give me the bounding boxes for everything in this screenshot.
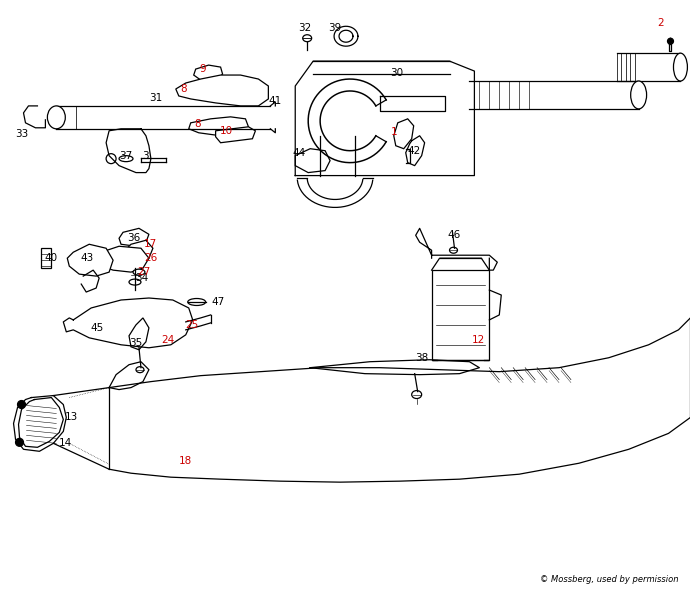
Text: 37: 37 [119,151,132,161]
Text: 18: 18 [179,456,192,466]
Text: 42: 42 [408,146,421,155]
Ellipse shape [133,269,145,275]
Ellipse shape [673,53,687,81]
Ellipse shape [47,106,65,129]
Text: 27: 27 [137,267,150,277]
Text: 43: 43 [80,253,93,263]
Polygon shape [123,240,153,264]
Text: 38: 38 [415,353,428,363]
Text: 9: 9 [200,64,206,74]
Ellipse shape [450,247,457,253]
Text: 8: 8 [194,119,201,129]
Polygon shape [67,244,113,276]
Text: 35: 35 [129,338,143,348]
Text: 8: 8 [180,84,186,94]
Ellipse shape [119,155,133,161]
Text: 2: 2 [657,18,664,28]
Text: 30: 30 [390,68,403,78]
Text: 13: 13 [65,412,79,422]
Circle shape [17,401,26,409]
Polygon shape [394,119,414,149]
Bar [42,248,51,268]
Polygon shape [119,229,149,246]
Text: 14: 14 [58,439,71,448]
Text: 1: 1 [391,127,397,137]
Circle shape [668,38,673,44]
Polygon shape [176,75,268,106]
Ellipse shape [136,367,144,373]
Text: 41: 41 [268,96,282,106]
Text: 36: 36 [127,233,140,243]
Text: 47: 47 [212,297,225,307]
Polygon shape [216,127,255,143]
Polygon shape [432,270,489,360]
Circle shape [15,439,24,446]
Text: 32: 32 [298,23,311,33]
Text: 44: 44 [292,148,305,158]
Text: 12: 12 [471,335,484,345]
Text: 25: 25 [185,320,199,330]
Polygon shape [129,318,149,350]
Text: 3: 3 [142,151,149,161]
Polygon shape [189,117,248,136]
Ellipse shape [302,35,311,42]
Ellipse shape [412,391,421,398]
Polygon shape [295,149,330,173]
Ellipse shape [188,299,206,305]
Text: 40: 40 [44,253,57,263]
Circle shape [106,154,116,164]
Polygon shape [194,65,223,81]
Text: 10: 10 [219,126,233,136]
Polygon shape [93,246,149,272]
Text: 17: 17 [144,239,157,249]
Text: 39: 39 [328,23,341,33]
Text: 26: 26 [144,253,157,263]
Text: 34: 34 [135,273,148,283]
Text: 45: 45 [90,323,103,333]
Text: 24: 24 [161,335,174,345]
Text: 46: 46 [448,230,461,241]
Ellipse shape [129,279,141,285]
Ellipse shape [630,81,646,109]
Text: © Mossberg, used by permission: © Mossberg, used by permission [540,575,678,584]
Text: 33: 33 [15,129,29,139]
Text: 31: 31 [149,93,162,103]
